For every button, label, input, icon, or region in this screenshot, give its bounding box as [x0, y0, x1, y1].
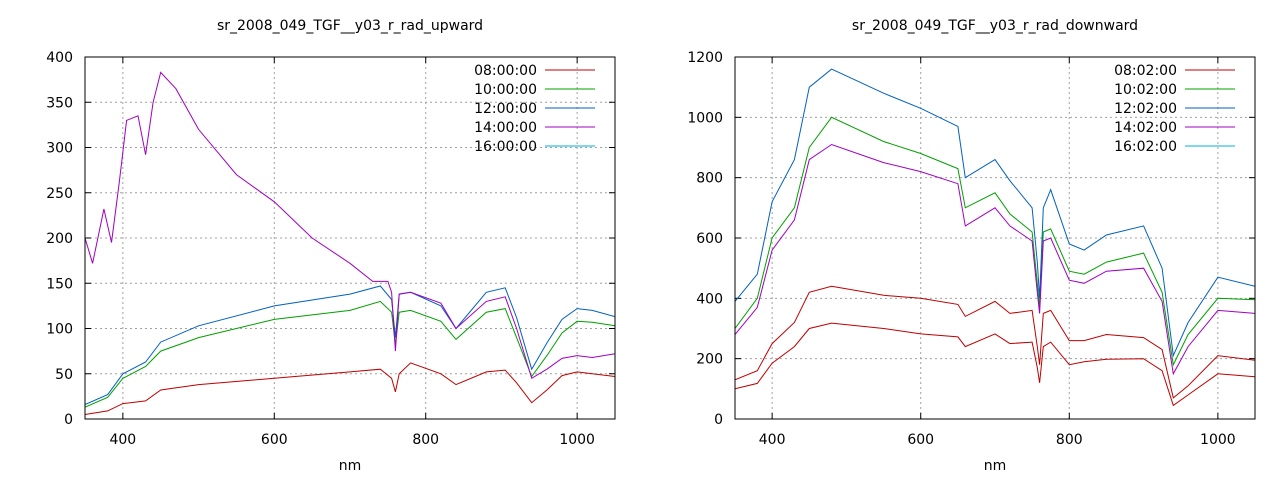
series-line-extra-5 [735, 285, 1255, 399]
y-tick-label: 250 [46, 186, 73, 202]
y-tick-label: 1000 [687, 110, 723, 126]
series-line-10:02:00 [735, 116, 1255, 367]
y-tick-label: 1200 [687, 50, 723, 66]
y-tick-label: 800 [696, 171, 723, 187]
series-line-08:02:00 [735, 322, 1255, 407]
series-group [85, 71, 615, 415]
chart-2: sr_2008_049_TGF__y03_r_rad_downward 0 200 4… [687, 18, 1256, 474]
legend-label: 12:00:00 [474, 101, 537, 117]
x-tick-label: 600 [907, 432, 934, 448]
x-tick-label: 800 [1056, 432, 1083, 448]
x-tick-label: 400 [109, 432, 136, 448]
series-line-10:00:00 [85, 300, 615, 408]
y-tick-label: 50 [55, 367, 73, 383]
chart-title: sr_2008_049_TGF__y03_r_rad_upward [217, 18, 483, 34]
y-tick-label: 100 [46, 322, 73, 338]
series-line-14:02:00 [735, 143, 1255, 376]
y-tick-label: 150 [46, 276, 73, 292]
y-tick-label: 200 [696, 352, 723, 368]
y-tick-label: 200 [46, 231, 73, 247]
plot-frame [84, 56, 616, 420]
y-tick-label: 400 [696, 291, 723, 307]
y-tick-label: 0 [714, 412, 723, 428]
y-tick-label: 350 [46, 95, 73, 111]
y-tick-label: 600 [696, 231, 723, 247]
y-tick-label: 400 [46, 50, 73, 66]
chart-1: sr_2008_049_TGF__y03_r_rad_upward 0 50 100 1… [46, 18, 616, 474]
legend-label: 16:00:00 [474, 139, 537, 155]
legend-label: 12:02:00 [1114, 101, 1177, 117]
x-tick-label: 400 [759, 432, 786, 448]
chart-title: sr_2008_049_TGF__y03_r_rad_downward [852, 18, 1138, 34]
x-tick-label: 600 [261, 432, 288, 448]
legend-label: 14:02:00 [1114, 120, 1177, 136]
legend-label: 08:00:00 [474, 63, 537, 79]
x-tick-label: 1000 [559, 432, 595, 448]
x-axis-label: nm [339, 458, 362, 474]
legend-label: 16:02:00 [1114, 139, 1177, 155]
y-tick-label: 300 [46, 141, 73, 157]
series-line-12:02:00 [735, 68, 1255, 358]
legend-label: 14:00:00 [474, 120, 537, 136]
legend-label: 10:02:00 [1114, 82, 1177, 98]
plot-frame [734, 56, 1256, 420]
series-line-14:00:00 [85, 71, 615, 380]
series-line-08:00:00 [85, 362, 615, 415]
series-line-12:00:00 [85, 285, 615, 405]
series-group [735, 68, 1255, 407]
x-tick-label: 800 [412, 432, 439, 448]
legend-label: 08:02:00 [1114, 63, 1177, 79]
x-tick-label: 1000 [1200, 432, 1236, 448]
legend-label: 10:00:00 [474, 82, 537, 98]
y-tick-label: 0 [64, 412, 73, 428]
x-axis-label: nm [984, 458, 1007, 474]
